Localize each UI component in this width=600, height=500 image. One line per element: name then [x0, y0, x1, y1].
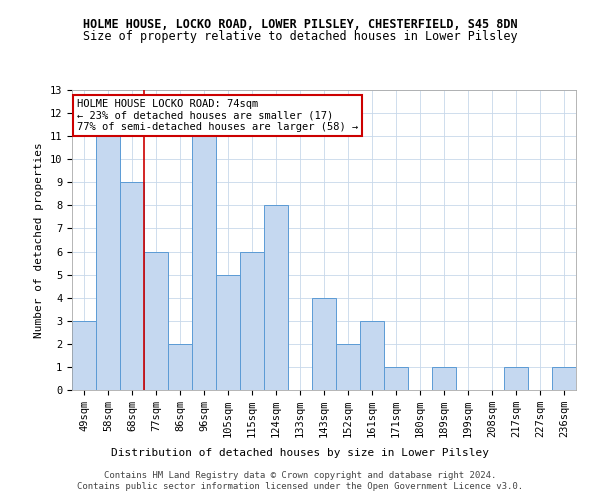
- Text: Size of property relative to detached houses in Lower Pilsley: Size of property relative to detached ho…: [83, 30, 517, 43]
- Bar: [120, 182, 144, 390]
- Bar: [96, 136, 120, 390]
- Bar: [312, 298, 336, 390]
- Bar: [144, 252, 168, 390]
- Bar: [552, 367, 576, 390]
- Text: Contains HM Land Registry data © Crown copyright and database right 2024.: Contains HM Land Registry data © Crown c…: [104, 471, 496, 480]
- Bar: [192, 136, 216, 390]
- Bar: [504, 367, 528, 390]
- Bar: [72, 321, 96, 390]
- Bar: [240, 252, 264, 390]
- Bar: [168, 344, 192, 390]
- Y-axis label: Number of detached properties: Number of detached properties: [34, 142, 44, 338]
- Bar: [432, 367, 456, 390]
- Bar: [360, 321, 384, 390]
- Bar: [336, 344, 360, 390]
- Text: Distribution of detached houses by size in Lower Pilsley: Distribution of detached houses by size …: [111, 448, 489, 458]
- Bar: [384, 367, 408, 390]
- Bar: [216, 274, 240, 390]
- Bar: [264, 206, 288, 390]
- Text: HOLME HOUSE LOCKO ROAD: 74sqm
← 23% of detached houses are smaller (17)
77% of s: HOLME HOUSE LOCKO ROAD: 74sqm ← 23% of d…: [77, 99, 358, 132]
- Text: Contains public sector information licensed under the Open Government Licence v3: Contains public sector information licen…: [77, 482, 523, 491]
- Text: HOLME HOUSE, LOCKO ROAD, LOWER PILSLEY, CHESTERFIELD, S45 8DN: HOLME HOUSE, LOCKO ROAD, LOWER PILSLEY, …: [83, 18, 517, 30]
